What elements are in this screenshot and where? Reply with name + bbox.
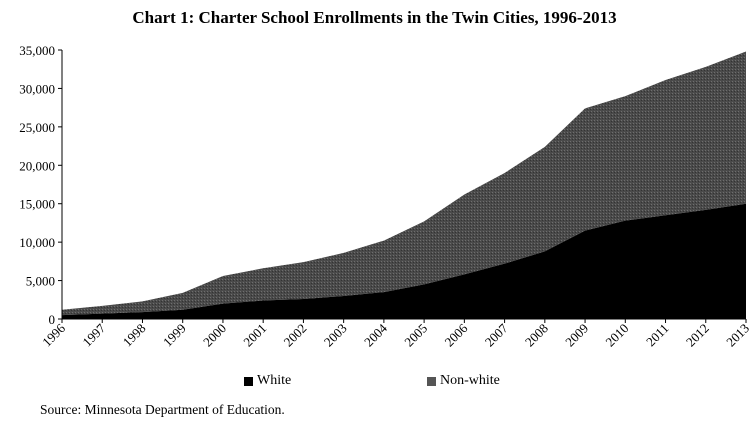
x-tick-label: 2001 (240, 321, 269, 350)
x-tick-label: 2007 (482, 320, 511, 349)
x-tick-label: 2012 (683, 321, 712, 350)
x-tick-label: 2006 (441, 320, 470, 349)
x-tick-label: 2010 (602, 321, 631, 350)
y-tick-label: 25,000 (19, 120, 55, 135)
y-tick-label: 15,000 (19, 197, 55, 212)
legend-swatch-white (244, 376, 253, 386)
y-axis: 0 5,000 10,000 15,000 20,000 25,000 30,000 35,0… (19, 43, 63, 327)
legend-label-nonwhite: Non-white (440, 373, 500, 388)
y-tick-label: 20,000 (19, 158, 55, 173)
y-tick-label: 30,000 (19, 81, 55, 96)
x-tick-label: 2005 (401, 321, 430, 350)
x-tick-label: 2013 (723, 321, 749, 350)
x-tick-label: 1996 (39, 320, 68, 349)
x-tick-label: 2011 (643, 321, 672, 350)
legend-item-nonwhite: Non-white (427, 373, 500, 389)
x-axis: 1996 1997 1998 1999 2000 2001 2002 2003 2004 2005… (39, 318, 749, 350)
area-nonwhite (62, 51, 746, 316)
legend-item-white: White (244, 373, 291, 389)
plot-area (62, 51, 746, 319)
x-tick-label: 2004 (361, 320, 390, 349)
x-tick-label: 1998 (120, 321, 149, 350)
source-note: Source: Minnesota Department of Educatio… (40, 402, 285, 417)
legend-swatch-nonwhite (427, 376, 436, 386)
area-white (62, 203, 746, 319)
x-tick-label: 1999 (160, 321, 189, 350)
chart-title: Chart 1: Charter School Enrollments in t… (132, 8, 617, 27)
y-tick-label: 5,000 (26, 274, 55, 289)
y-tick-label: 10,000 (19, 235, 55, 250)
y-tick-label: 0 (49, 312, 56, 327)
x-tick-label: 1997 (79, 320, 108, 349)
x-tick-label: 2003 (321, 321, 350, 350)
legend-label-white: White (257, 373, 292, 388)
y-tick-label: 35,000 (19, 43, 55, 58)
x-tick-label: 2000 (200, 321, 229, 350)
x-tick-label: 2008 (522, 321, 551, 350)
x-tick-label: 2002 (281, 321, 310, 350)
x-tick-label: 2009 (562, 321, 591, 350)
